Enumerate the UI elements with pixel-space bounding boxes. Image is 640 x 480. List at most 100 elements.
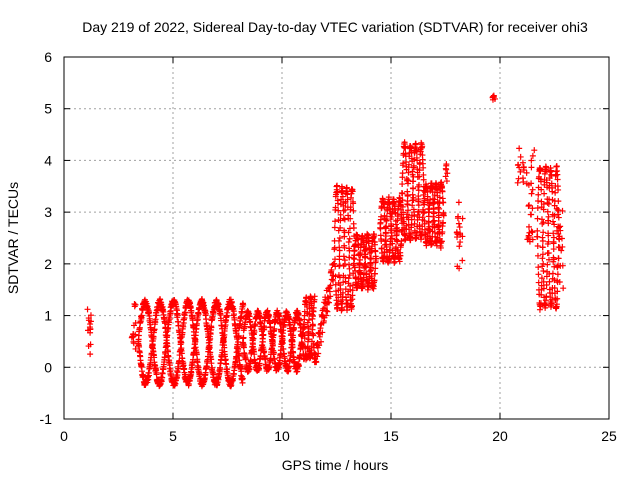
data-point bbox=[539, 251, 546, 258]
data-point bbox=[516, 145, 523, 152]
data-point bbox=[399, 203, 406, 210]
y-tick-label: 5 bbox=[44, 101, 52, 117]
data-point bbox=[339, 289, 346, 296]
data-point bbox=[551, 284, 558, 291]
data-point bbox=[514, 179, 521, 186]
data-point bbox=[405, 177, 412, 184]
data-point bbox=[315, 330, 322, 337]
data-point bbox=[528, 164, 535, 171]
data-point bbox=[419, 214, 426, 221]
data-point bbox=[557, 227, 564, 234]
data-point bbox=[543, 281, 550, 288]
data-point bbox=[459, 215, 466, 222]
data-point bbox=[132, 345, 139, 352]
data-point bbox=[336, 247, 343, 254]
data-point bbox=[240, 344, 247, 351]
data-point bbox=[554, 295, 561, 302]
data-point bbox=[397, 252, 404, 259]
x-tick-label: 20 bbox=[492, 428, 508, 444]
data-point bbox=[337, 285, 344, 292]
data-point bbox=[553, 205, 560, 212]
data-point bbox=[456, 265, 463, 272]
data-point bbox=[286, 363, 293, 370]
data-point bbox=[354, 236, 361, 243]
data-point bbox=[344, 301, 351, 308]
data-point bbox=[345, 275, 352, 282]
data-point bbox=[554, 176, 561, 183]
data-point bbox=[440, 219, 447, 226]
data-point bbox=[286, 316, 293, 323]
data-point bbox=[526, 202, 533, 209]
data-point bbox=[544, 261, 551, 268]
data-point bbox=[405, 161, 412, 168]
data-point bbox=[416, 173, 423, 180]
data-point bbox=[520, 163, 527, 170]
data-point bbox=[319, 329, 326, 336]
data-point bbox=[517, 168, 524, 175]
data-point bbox=[560, 285, 567, 292]
data-point bbox=[295, 362, 302, 369]
data-point bbox=[399, 190, 406, 197]
data-point bbox=[347, 204, 354, 211]
data-point bbox=[400, 160, 407, 167]
data-point bbox=[332, 218, 339, 225]
data-point bbox=[335, 207, 342, 214]
data-point bbox=[551, 221, 558, 228]
data-point bbox=[550, 246, 557, 253]
data-point bbox=[539, 244, 546, 251]
data-point bbox=[559, 207, 566, 214]
data-point bbox=[208, 324, 215, 331]
data-point bbox=[525, 223, 532, 230]
data-point bbox=[531, 147, 538, 154]
data-point bbox=[316, 342, 323, 349]
x-tick-label: 25 bbox=[601, 428, 617, 444]
data-point bbox=[453, 229, 460, 236]
data-point bbox=[393, 231, 400, 238]
data-point bbox=[554, 271, 561, 278]
data-point bbox=[371, 241, 378, 248]
data-point bbox=[440, 212, 447, 219]
data-point bbox=[367, 268, 374, 275]
data-point bbox=[349, 292, 356, 299]
data-point bbox=[413, 230, 420, 237]
data-point bbox=[311, 293, 318, 300]
data-points bbox=[84, 92, 567, 390]
x-tick-label: 0 bbox=[60, 428, 68, 444]
data-point bbox=[551, 212, 558, 219]
data-point bbox=[528, 228, 535, 235]
data-point bbox=[344, 196, 351, 203]
data-point bbox=[309, 322, 316, 329]
data-point bbox=[260, 332, 267, 339]
data-point bbox=[87, 312, 94, 319]
data-point bbox=[554, 277, 561, 284]
data-point bbox=[421, 220, 428, 227]
y-tick-label: 0 bbox=[44, 359, 52, 375]
x-axis-label: GPS time / hours bbox=[282, 457, 389, 473]
data-point bbox=[400, 209, 407, 216]
data-point bbox=[541, 190, 548, 197]
data-point bbox=[262, 355, 269, 362]
data-point bbox=[382, 233, 389, 240]
data-point bbox=[459, 257, 466, 264]
data-point bbox=[194, 316, 201, 323]
data-point bbox=[459, 233, 466, 240]
data-point bbox=[336, 262, 343, 269]
data-point bbox=[529, 229, 536, 236]
data-point bbox=[239, 375, 246, 382]
data-point bbox=[436, 194, 443, 201]
data-point bbox=[166, 362, 173, 369]
data-point bbox=[350, 200, 357, 207]
data-point bbox=[399, 181, 406, 188]
data-point bbox=[398, 237, 405, 244]
data-point bbox=[334, 182, 341, 189]
y-tick-label: 3 bbox=[44, 204, 52, 220]
data-point bbox=[383, 213, 390, 220]
data-point bbox=[525, 181, 532, 188]
y-tick-label: 4 bbox=[44, 152, 52, 168]
data-point bbox=[439, 229, 446, 236]
data-point bbox=[538, 275, 545, 282]
data-point bbox=[277, 320, 284, 327]
data-point bbox=[514, 162, 521, 169]
data-point bbox=[559, 243, 566, 250]
data-point bbox=[411, 213, 418, 220]
